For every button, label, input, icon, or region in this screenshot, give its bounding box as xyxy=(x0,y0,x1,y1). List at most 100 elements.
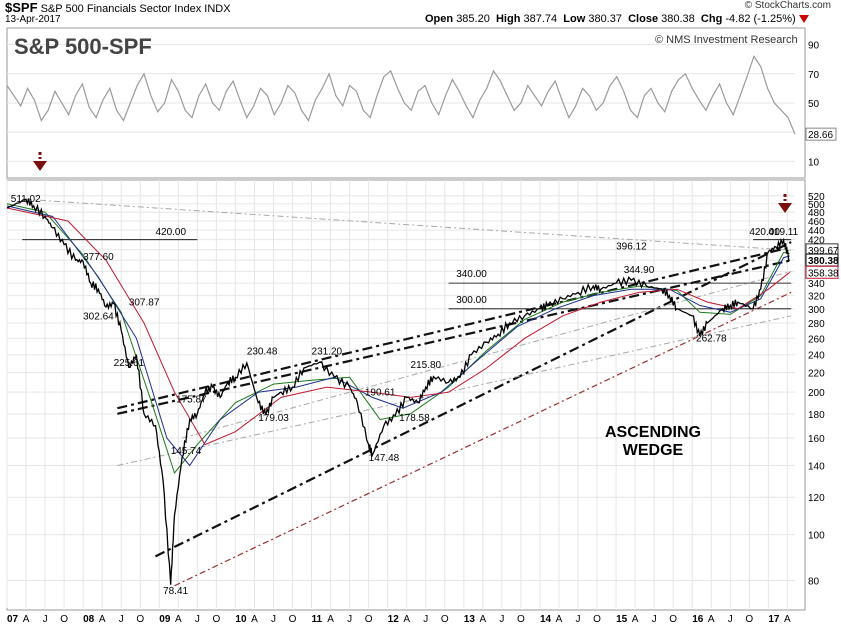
x-ticks: 07 A J O 08 A J O 09 A J O 10 A J O 11 A J O 12 A J O 13 A J O 14 A J O… xyxy=(7,614,791,625)
price-label: 307.87 xyxy=(129,297,160,308)
x-tick-label: A xyxy=(251,614,258,625)
price-tick-label: 320 xyxy=(808,292,825,303)
x-tick-label: 09 xyxy=(159,614,171,625)
x-tick-label: A xyxy=(632,614,639,625)
annotation-line-2: WEDGE xyxy=(623,442,684,459)
x-tick-label: O xyxy=(136,614,144,625)
x-tick-label: A xyxy=(99,614,106,625)
x-tick-label: A xyxy=(23,614,30,625)
moving-average-line xyxy=(6,207,791,446)
rsi-tick-label: 50 xyxy=(808,99,820,110)
x-tick-label: J xyxy=(43,614,48,625)
trendline xyxy=(117,315,792,466)
close-label: Close xyxy=(628,13,659,25)
moving-average-line xyxy=(6,203,790,475)
price-label: 231.20 xyxy=(312,347,343,358)
x-tick-label: 07 xyxy=(7,614,19,625)
arrow-head xyxy=(33,161,47,171)
x-tick-label: J xyxy=(271,614,276,625)
x-tick-label: A xyxy=(784,614,791,625)
price-tick-label: 460 xyxy=(808,217,825,228)
x-tick-label: J xyxy=(119,614,124,625)
price-tick-label: 280 xyxy=(808,319,825,330)
x-tick-label: O xyxy=(289,614,297,625)
trendline xyxy=(154,241,792,558)
trendlines xyxy=(26,198,792,587)
chart-date: 13-Apr-2017 xyxy=(5,14,61,25)
x-tick-label: A xyxy=(175,614,182,625)
x-tick-label: J xyxy=(423,614,428,625)
trendline xyxy=(174,291,792,587)
trendline xyxy=(117,259,792,415)
low-value: 380.37 xyxy=(588,13,622,25)
price-tick-label: 200 xyxy=(808,388,825,399)
rsi-last-box xyxy=(805,127,837,141)
x-tick-label: A xyxy=(403,614,410,625)
price-label: 178.58 xyxy=(399,413,430,424)
price-tick-label: 500 xyxy=(808,200,825,211)
price-label: 344.90 xyxy=(624,265,655,276)
rsi-line xyxy=(6,54,796,135)
x-tick-label: O xyxy=(517,614,525,625)
price-tick-label: 100 xyxy=(808,531,825,542)
last-price-label: 358.38 xyxy=(808,268,839,279)
chg-value: -4.82 (-1.25%) xyxy=(725,13,796,25)
open-value: 385.20 xyxy=(456,13,490,25)
price-label: 78.41 xyxy=(163,586,188,597)
price-line xyxy=(6,198,790,585)
price-label: 396.12 xyxy=(616,242,647,253)
price-labels: 511.02 377.60 307.87 302.64 225.61 175.87 145.… xyxy=(11,194,799,597)
price-label: 300.00 xyxy=(456,295,487,306)
exchange: INDX xyxy=(204,3,231,15)
last-price-box xyxy=(805,265,839,279)
price-tick-label: 440 xyxy=(808,226,825,237)
x-tick-label: O xyxy=(745,614,753,625)
high-value: 387.74 xyxy=(523,13,558,25)
x-tick-label: J xyxy=(195,614,200,625)
x-tick-label: J xyxy=(347,614,352,625)
ohlc-readout: Open 385.20 High 387.74 Low 380.37 Close… xyxy=(425,13,809,25)
x-tick-label: J xyxy=(576,614,581,625)
open-label: Open xyxy=(425,13,454,25)
price-tick-label: 420 xyxy=(808,236,825,247)
x-tick-label: 14 xyxy=(540,614,552,625)
annotation-line-1: ASCENDING xyxy=(605,424,701,441)
symbol-line: $SPF S&P 500 Financials Sector Index IND… xyxy=(5,0,231,15)
rsi-tick-label: 70 xyxy=(808,70,820,81)
price-label: 215.80 xyxy=(411,360,442,371)
x-tick-label: 13 xyxy=(464,614,476,625)
x-tick-label: 08 xyxy=(83,614,95,625)
price-label: 145.74 xyxy=(171,446,202,457)
x-tick-label: 10 xyxy=(235,614,247,625)
last-price-label: 380.38 xyxy=(808,256,839,267)
x-tick-label: 17 xyxy=(768,614,780,625)
price-label: 420.00 xyxy=(155,227,186,238)
price-label: 179.03 xyxy=(258,413,289,424)
close-value: 380.38 xyxy=(661,13,695,25)
x-tick-label: O xyxy=(593,614,601,625)
price-line-group xyxy=(6,198,790,585)
last-price-label: 399.67 xyxy=(808,246,839,257)
x-tick-label: O xyxy=(212,614,220,625)
x-tick-label: A xyxy=(480,614,487,625)
x-tick-label: A xyxy=(556,614,563,625)
stockcharts-watermark: © StockCharts.com xyxy=(744,0,831,11)
price-label: 225.61 xyxy=(114,358,145,369)
x-tick-label: A xyxy=(708,614,715,625)
price-label: 190.61 xyxy=(365,387,396,398)
credit-text: © NMS Investment Research xyxy=(655,34,798,46)
price-label: 147.48 xyxy=(369,453,400,464)
down-triangle-icon xyxy=(798,15,809,24)
price-panel-frame xyxy=(6,179,806,611)
symbol: $SPF xyxy=(5,0,38,15)
rsi-last-label: 28.66 xyxy=(808,130,833,141)
price-label: 420.00 xyxy=(749,227,780,238)
arrow-down-icon xyxy=(33,152,47,171)
x-tick-label: 12 xyxy=(388,614,400,625)
price-tick-label: 340 xyxy=(808,279,825,290)
index-name: S&P 500 Financials Sector Index xyxy=(40,3,202,15)
x-tick-label: O xyxy=(441,614,449,625)
price-tick-label: 80 xyxy=(808,577,820,588)
